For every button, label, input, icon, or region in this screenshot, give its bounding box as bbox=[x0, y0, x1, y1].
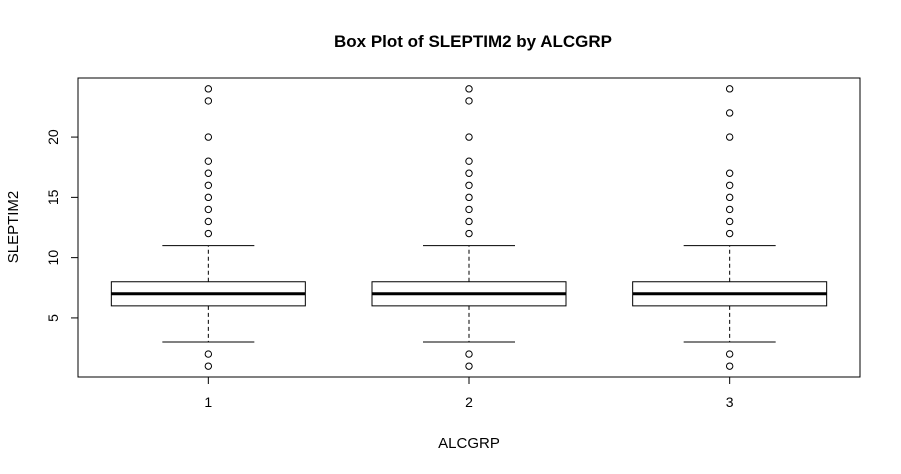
x-tick-label: 3 bbox=[726, 394, 734, 410]
outlier-point bbox=[204, 205, 213, 214]
y-axis-label: SLEPTIM2 bbox=[5, 191, 22, 264]
outlier-point bbox=[204, 229, 213, 238]
y-tick-label: 20 bbox=[45, 129, 61, 145]
outlier-point bbox=[465, 133, 473, 141]
outlier-point bbox=[465, 169, 473, 177]
outlier-point bbox=[465, 362, 473, 370]
box-group-3 bbox=[632, 85, 828, 370]
x-axis-label: ALCGRP bbox=[438, 435, 500, 452]
outlier-point bbox=[204, 193, 213, 202]
plot-frame bbox=[77, 77, 861, 378]
outlier-point bbox=[204, 217, 213, 226]
x-axis: 1 2 3 bbox=[204, 376, 734, 410]
outlier-point bbox=[465, 97, 473, 105]
outlier-point bbox=[465, 350, 473, 358]
outlier-point bbox=[465, 205, 473, 214]
outlier-point bbox=[465, 157, 473, 165]
outlier-point bbox=[725, 350, 734, 358]
y-tick-label: 10 bbox=[45, 250, 61, 266]
outlier-point bbox=[725, 217, 734, 226]
outlier-point bbox=[725, 362, 734, 370]
outlier-point bbox=[725, 169, 734, 177]
outlier-point bbox=[465, 181, 473, 190]
y-tick-label: 5 bbox=[45, 314, 61, 322]
box-group-1 bbox=[110, 85, 306, 370]
x-tick-label: 1 bbox=[204, 394, 212, 410]
outlier-point bbox=[725, 109, 734, 117]
outlier-point bbox=[725, 229, 734, 238]
outlier-point bbox=[465, 193, 473, 202]
box-group-2 bbox=[371, 85, 567, 370]
outlier-point bbox=[725, 193, 734, 202]
outlier-point bbox=[204, 133, 213, 141]
outlier-point bbox=[204, 85, 213, 93]
outlier-point bbox=[204, 97, 213, 105]
outlier-point bbox=[725, 85, 734, 93]
outlier-point bbox=[204, 350, 213, 358]
outlier-point bbox=[465, 229, 473, 238]
boxes-layer bbox=[110, 85, 828, 370]
outlier-point bbox=[204, 362, 213, 370]
outlier-point bbox=[725, 181, 734, 190]
outlier-point bbox=[465, 85, 473, 93]
outlier-point bbox=[204, 169, 213, 177]
y-axis: 5 10 15 20 bbox=[45, 129, 79, 322]
outlier-point bbox=[204, 181, 213, 190]
x-tick-label: 2 bbox=[465, 394, 473, 410]
chart-title: Box Plot of SLEPTIM2 by ALCGRP bbox=[334, 32, 612, 51]
outlier-point bbox=[465, 217, 473, 226]
outlier-point bbox=[725, 133, 734, 141]
outlier-point bbox=[725, 205, 734, 214]
y-tick-label: 15 bbox=[45, 189, 61, 205]
outlier-point bbox=[204, 157, 213, 165]
